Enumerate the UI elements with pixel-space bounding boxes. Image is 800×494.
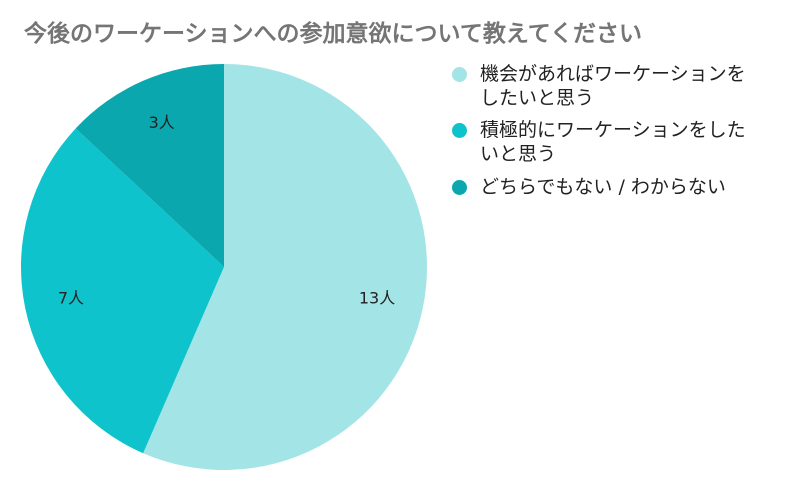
legend-item: 積極的にワーケーションをしたいと思う (452, 118, 762, 166)
legend-item: 機会があればワーケーションをしたいと思う (452, 62, 762, 110)
legend-label: どちらでもない / わからない (480, 176, 726, 198)
legend-label: 積極的にワーケーションをしたいと思う (480, 119, 746, 165)
data-label: 3人 (149, 113, 175, 132)
data-label: 7人 (58, 288, 84, 307)
chart-title: 今後のワーケーションへの参加意欲について教えてください (24, 21, 643, 47)
pie-slice (20, 128, 224, 454)
legend-item: どちらでもない / わからない (452, 175, 762, 199)
legend-swatch (452, 180, 467, 195)
data-label: 13人 (359, 288, 395, 307)
legend-swatch (452, 123, 467, 138)
pie-slice (75, 64, 225, 267)
pie-slice (143, 64, 427, 471)
legend-label: 機会があればワーケーションをしたいと思う (480, 63, 746, 109)
legend-swatch (452, 67, 467, 82)
